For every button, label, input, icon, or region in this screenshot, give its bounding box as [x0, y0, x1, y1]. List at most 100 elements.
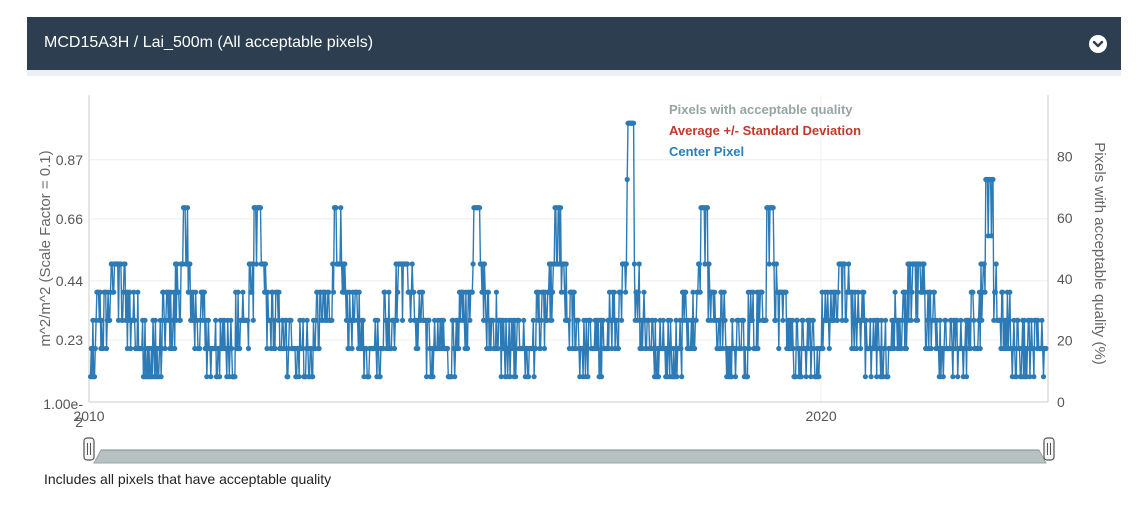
- center-pixel-point: [749, 317, 755, 323]
- center-pixel-point: [541, 345, 548, 352]
- header-divider: [27, 70, 1121, 76]
- center-pixel-point: [1027, 374, 1033, 380]
- center-pixel-point: [483, 317, 489, 323]
- center-pixel-point: [245, 317, 251, 323]
- center-pixel-point: [349, 345, 355, 352]
- center-pixel-point: [193, 289, 199, 295]
- center-pixel-point: [816, 374, 822, 380]
- center-pixel-point: [732, 374, 739, 380]
- center-pixel-point: [688, 317, 695, 323]
- center-pixel-point: [808, 374, 814, 380]
- center-pixel-point: [177, 317, 183, 323]
- center-pixel-point: [521, 317, 527, 323]
- center-pixel-point: [780, 317, 786, 323]
- center-pixel-point: [1019, 345, 1025, 352]
- center-pixel-point: [409, 261, 415, 267]
- center-pixel-point: [598, 374, 605, 380]
- center-pixel-point: [636, 261, 642, 267]
- center-pixel-point: [1021, 317, 1027, 323]
- center-pixel-point: [981, 261, 987, 267]
- y-tick-label: 0.87: [56, 152, 83, 168]
- center-pixel-point: [330, 289, 337, 295]
- center-pixel-point: [132, 317, 138, 323]
- center-pixel-point: [394, 317, 400, 323]
- center-pixel-point: [213, 317, 219, 323]
- center-pixel-point: [667, 317, 674, 323]
- center-pixel-point: [962, 345, 968, 352]
- center-pixel-point: [391, 345, 398, 352]
- center-pixel-point: [533, 345, 539, 352]
- center-pixel-point: [585, 374, 591, 380]
- center-pixel-point: [862, 374, 869, 380]
- center-pixel-point: [296, 374, 302, 380]
- center-pixel-point: [399, 317, 406, 323]
- center-pixel-point: [908, 317, 914, 323]
- center-pixel-point: [377, 374, 383, 380]
- center-pixel-point: [174, 261, 180, 267]
- center-pixel-point: [789, 317, 796, 323]
- center-pixel-point: [877, 345, 883, 352]
- legend-item: Pixels with acceptable quality: [669, 102, 853, 117]
- center-pixel-point: [550, 289, 556, 295]
- chart-legend: Pixels with acceptable quality Average +/…: [669, 102, 861, 159]
- center-pixel-point: [135, 289, 141, 295]
- center-pixel-point: [530, 317, 536, 323]
- x-tick-label: 2020: [805, 408, 836, 424]
- center-pixel-point: [921, 261, 927, 267]
- center-pixel-point: [861, 289, 867, 295]
- center-pixel-point: [773, 261, 780, 267]
- navigator-handle-right[interactable]: [1043, 437, 1055, 461]
- navigator-handle-left[interactable]: [83, 437, 95, 461]
- center-pixel-point: [440, 317, 447, 323]
- center-pixel-point: [863, 317, 869, 323]
- center-pixel-point: [982, 289, 988, 295]
- center-pixel-point: [395, 289, 401, 295]
- center-pixel-point: [525, 374, 532, 380]
- center-pixel-point: [470, 261, 476, 267]
- center-pixel-point: [288, 317, 294, 323]
- center-pixel-point: [531, 374, 537, 380]
- center-pixel-point: [915, 317, 921, 323]
- center-pixel-point: [674, 374, 680, 380]
- center-pixel-point: [843, 317, 849, 323]
- y-tick-label: 0.23: [56, 332, 83, 348]
- center-pixel-point: [461, 317, 467, 323]
- center-pixel-point: [563, 261, 569, 267]
- center-pixel-point: [366, 374, 372, 380]
- center-pixel-point: [562, 289, 568, 295]
- center-pixel-point: [1000, 289, 1006, 295]
- center-pixel-point: [342, 261, 348, 267]
- center-pixel-point: [874, 374, 880, 380]
- center-pixel-point: [971, 317, 977, 323]
- center-pixel-point: [267, 317, 273, 323]
- y2-tick-label: 80: [1057, 148, 1073, 164]
- center-pixel-point: [157, 317, 163, 323]
- center-pixel-point: [955, 374, 961, 380]
- center-pixel-point: [201, 289, 207, 295]
- center-pixel-point: [237, 345, 243, 352]
- center-pixel-point: [652, 317, 658, 323]
- center-pixel-point: [797, 345, 803, 352]
- center-pixel-point: [481, 261, 487, 267]
- center-pixel-point: [171, 289, 177, 295]
- center-pixel-point: [490, 317, 496, 323]
- center-pixel-point: [97, 289, 103, 295]
- center-pixel-point: [683, 289, 689, 295]
- center-pixel-point: [738, 345, 744, 352]
- chevron-down-circle-icon[interactable]: [1089, 35, 1107, 53]
- center-pixel-point: [343, 317, 349, 323]
- center-pixel-point: [967, 317, 973, 323]
- center-pixel-point: [624, 176, 630, 183]
- center-pixel-point: [264, 345, 270, 352]
- center-pixel-point: [740, 317, 747, 323]
- center-pixel-point: [245, 345, 252, 352]
- center-pixel-point: [892, 289, 898, 295]
- center-pixel-point: [326, 289, 332, 295]
- center-pixel-point: [704, 205, 711, 211]
- center-pixel-point: [872, 345, 878, 352]
- y2-tick-label: 60: [1057, 210, 1073, 226]
- center-pixel-point: [641, 289, 647, 295]
- center-pixel-point: [375, 317, 381, 323]
- center-pixel-point: [798, 374, 804, 380]
- center-pixel-point: [282, 345, 288, 352]
